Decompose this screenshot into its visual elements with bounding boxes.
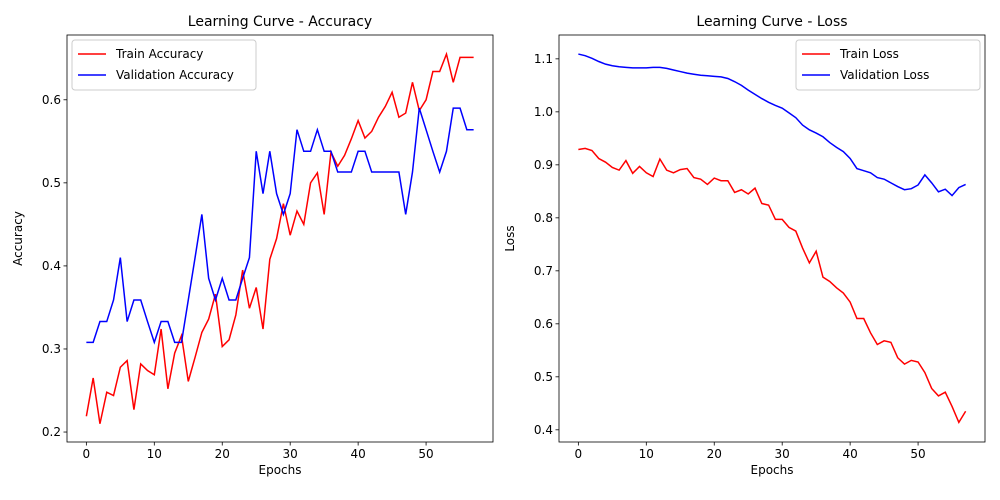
x-tick-label: 50 xyxy=(418,447,433,461)
x-tick-label: 10 xyxy=(147,447,162,461)
data-line xyxy=(86,107,474,345)
x-tick-label: 20 xyxy=(215,447,230,461)
x-tick-label: 40 xyxy=(842,447,857,461)
y-axis-label: Loss xyxy=(503,225,517,251)
legend-label: Train Accuracy xyxy=(115,47,203,61)
data-line xyxy=(578,53,966,197)
chart-title: Learning Curve - Loss xyxy=(696,14,847,30)
y-tick-label: 0.5 xyxy=(534,370,553,384)
legend-box xyxy=(795,39,981,91)
x-tick-label: 40 xyxy=(350,447,365,461)
x-tick-label: 30 xyxy=(283,447,298,461)
axes-frame xyxy=(66,34,494,443)
axes-frame xyxy=(558,34,986,443)
y-tick-label: 0.5 xyxy=(42,176,61,190)
legend-label: Train Loss xyxy=(839,47,899,61)
y-tick-label: 0.8 xyxy=(534,211,553,225)
x-axis-label: Epochs xyxy=(259,463,302,477)
data-line xyxy=(578,147,967,425)
y-tick-label: 0.3 xyxy=(42,342,61,356)
y-axis-label: Accuracy xyxy=(11,211,25,266)
x-tick-label: 0 xyxy=(83,447,91,461)
legend-label: Validation Loss xyxy=(840,68,929,82)
legend-label: Validation Accuracy xyxy=(116,68,234,82)
y-tick-label: 0.6 xyxy=(42,93,61,107)
x-tick-label: 50 xyxy=(910,447,925,461)
y-tick-label: 0.4 xyxy=(534,423,553,437)
y-tick-label: 1.0 xyxy=(534,105,553,119)
y-tick-label: 0.7 xyxy=(534,264,553,278)
legend-box xyxy=(71,39,257,91)
y-tick-label: 0.9 xyxy=(534,158,553,172)
chart-title: Learning Curve - Accuracy xyxy=(188,14,372,30)
y-tick-label: 0.4 xyxy=(42,259,61,273)
y-tick-label: 0.2 xyxy=(42,425,61,439)
x-tick-label: 30 xyxy=(775,447,790,461)
data-line xyxy=(85,51,474,424)
x-axis-label: Epochs xyxy=(751,463,794,477)
x-tick-label: 0 xyxy=(575,447,583,461)
y-tick-label: 1.1 xyxy=(534,52,553,66)
x-tick-label: 20 xyxy=(707,447,722,461)
x-tick-label: 10 xyxy=(639,447,654,461)
y-tick-label: 0.6 xyxy=(534,317,553,331)
